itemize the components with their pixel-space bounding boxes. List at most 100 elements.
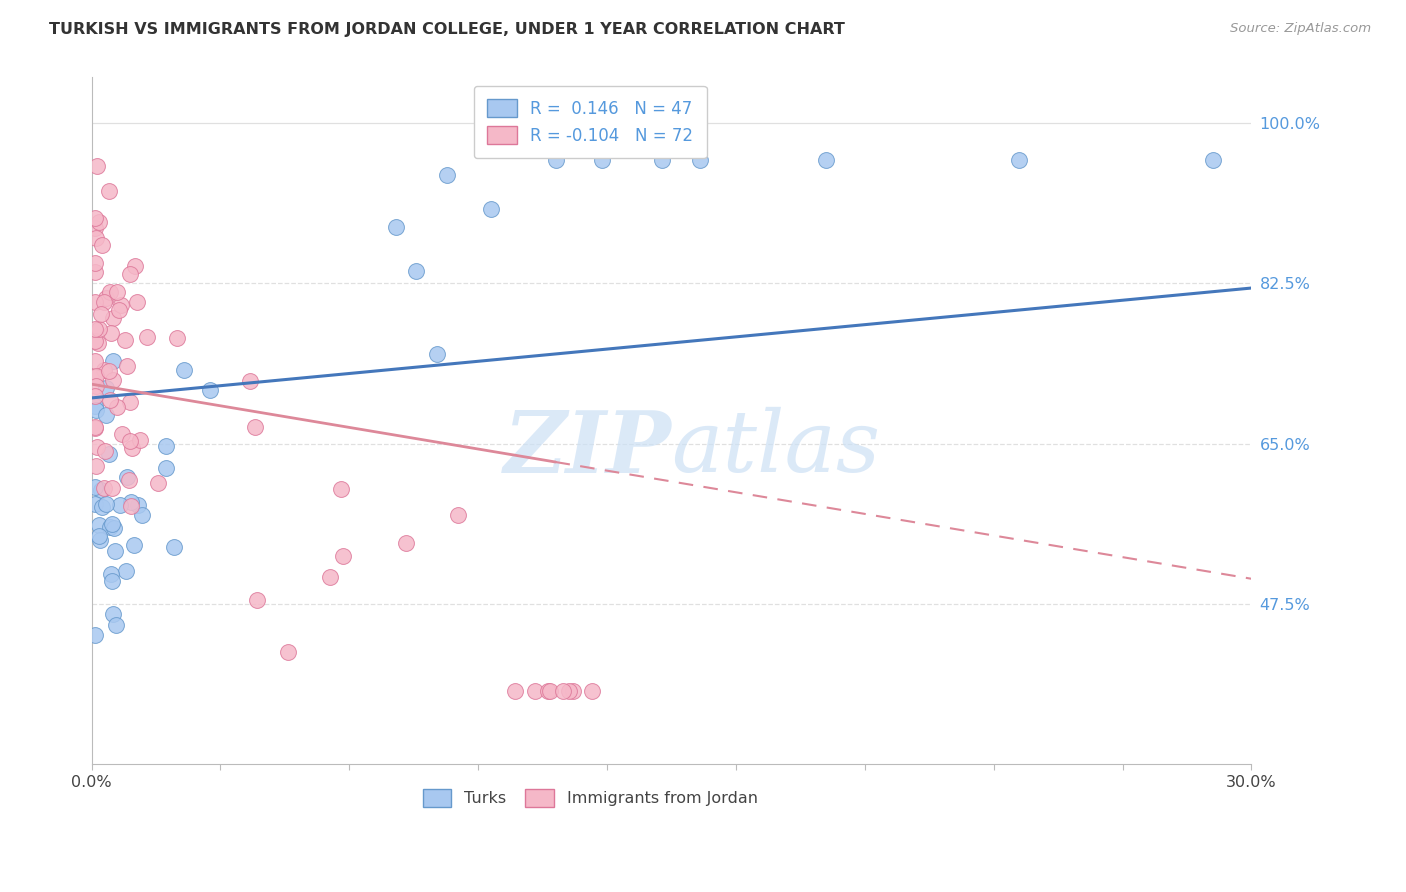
Point [86, 335, 108, 350]
Point [689, 153, 711, 167]
Point [103, 521, 125, 535]
Point [84, 497, 107, 511]
Point [84, 388, 107, 402]
Point [173, 363, 195, 377]
Point [97, 364, 120, 378]
Point [104, 544, 127, 558]
Point [329, 482, 352, 496]
Point [105, 617, 128, 632]
Point [84, 420, 107, 434]
Point [395, 536, 418, 550]
Point [94, 291, 117, 305]
Point [98, 184, 121, 198]
Point [426, 347, 449, 361]
Point [98, 447, 121, 461]
Text: ZIP: ZIP [503, 407, 672, 490]
Point [155, 461, 177, 475]
Point [114, 564, 136, 578]
Point [551, 684, 574, 698]
Point [124, 537, 146, 551]
Point [125, 295, 148, 310]
Point [581, 684, 603, 698]
Point [93, 363, 115, 377]
Point [591, 153, 613, 167]
Point [84, 353, 107, 368]
Point [87, 215, 110, 229]
Point [166, 331, 188, 345]
Point [101, 607, 124, 622]
Point [84, 221, 107, 235]
Point [101, 354, 124, 368]
Point [546, 153, 568, 167]
Point [84, 369, 107, 384]
Point [146, 476, 169, 491]
Point [98, 520, 121, 534]
Point [129, 433, 152, 447]
Point [108, 303, 131, 318]
Point [84, 230, 107, 244]
Point [239, 374, 262, 388]
Point [84, 256, 107, 270]
Point [332, 549, 354, 564]
Point [243, 419, 266, 434]
Text: Source: ZipAtlas.com: Source: ZipAtlas.com [1230, 22, 1371, 36]
Point [94, 444, 117, 458]
Point [277, 645, 299, 659]
Point [84, 334, 107, 349]
Point [120, 494, 142, 508]
Text: TURKISH VS IMMIGRANTS FROM JORDAN COLLEGE, UNDER 1 YEAR CORRELATION CHART: TURKISH VS IMMIGRANTS FROM JORDAN COLLEG… [49, 22, 845, 37]
Point [100, 566, 122, 581]
Point [536, 684, 558, 698]
Point [86, 159, 108, 173]
Point [84, 628, 107, 642]
Point [101, 481, 124, 495]
Point [436, 169, 458, 183]
Point [94, 408, 117, 422]
Point [89, 322, 111, 336]
Point [124, 260, 146, 274]
Point [91, 500, 114, 515]
Point [815, 153, 838, 167]
Point [90, 483, 112, 497]
Point [136, 329, 159, 343]
Point [84, 295, 107, 310]
Point [100, 326, 122, 340]
Point [98, 285, 121, 299]
Point [110, 298, 132, 312]
Point [115, 359, 138, 373]
Point [651, 153, 673, 167]
Point [84, 421, 107, 435]
Point [384, 220, 406, 235]
Text: atlas: atlas [672, 407, 880, 490]
Point [562, 684, 585, 698]
Point [84, 265, 107, 279]
Point [84, 322, 107, 336]
Point [84, 480, 107, 494]
Point [118, 267, 141, 281]
Point [120, 395, 142, 409]
Point [127, 499, 149, 513]
Point [524, 684, 547, 698]
Point [198, 383, 221, 397]
Point [246, 593, 269, 607]
Point [91, 238, 114, 252]
Point [101, 311, 124, 326]
Point [84, 368, 107, 383]
Point [155, 439, 177, 453]
Point [101, 574, 124, 588]
Point [114, 334, 136, 348]
Point [94, 497, 117, 511]
Point [538, 684, 561, 698]
Point [447, 508, 470, 523]
Point [503, 684, 526, 698]
Point [87, 518, 110, 533]
Point [117, 473, 139, 487]
Legend: Turks, Immigrants from Jordan: Turks, Immigrants from Jordan [415, 781, 766, 814]
Point [405, 264, 427, 278]
Point [163, 540, 186, 554]
Point [111, 426, 134, 441]
Point [1008, 153, 1031, 167]
Point [118, 434, 141, 449]
Point [557, 684, 579, 698]
Point [103, 373, 125, 387]
